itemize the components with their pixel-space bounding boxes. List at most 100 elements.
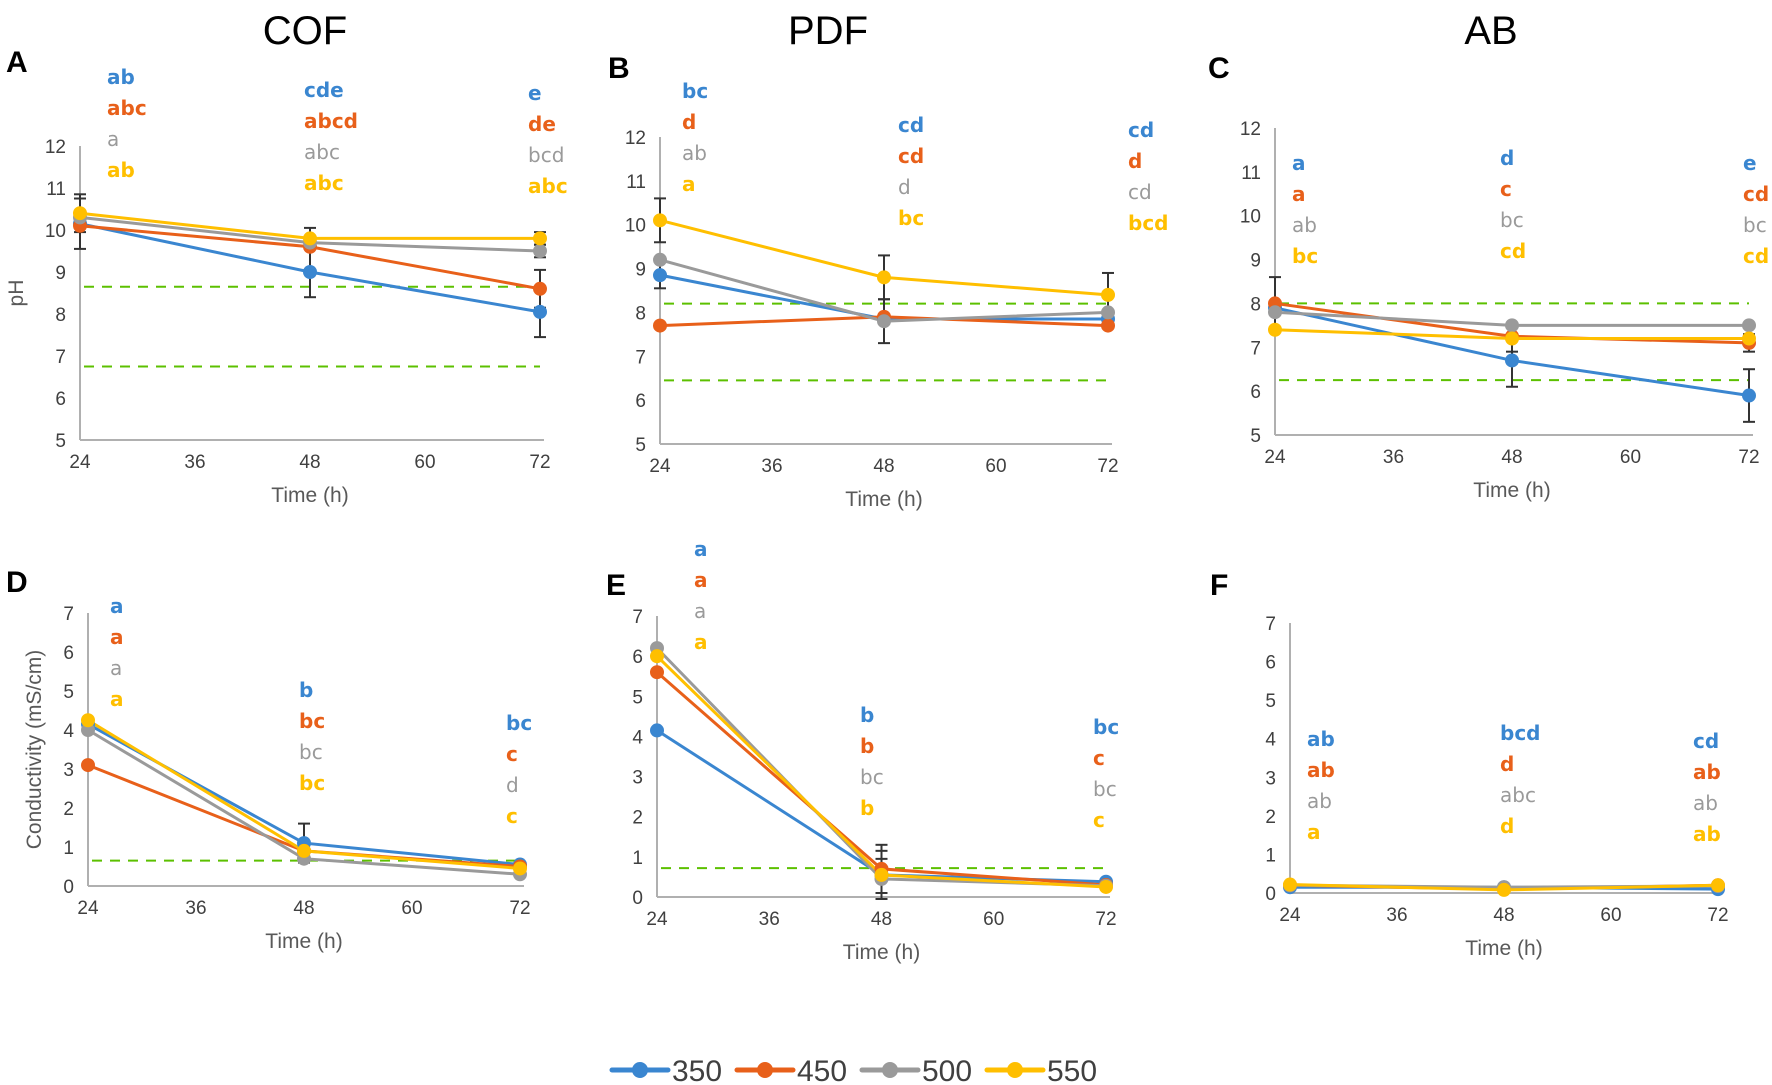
column-title-cof: COF	[263, 9, 347, 53]
y-tick-label: 2	[1265, 807, 1276, 828]
data-point-550	[297, 843, 311, 858]
significance-letter-500: ab	[1693, 791, 1718, 815]
data-point-350	[303, 265, 317, 279]
significance-letter-500: d	[898, 175, 911, 199]
significance-letter-350: cd	[1693, 729, 1719, 753]
x-tick-label: 72	[529, 452, 550, 473]
y-tick-label: 12	[1240, 119, 1261, 140]
y-tick-label: 8	[1250, 294, 1261, 315]
data-point-500	[653, 252, 667, 267]
significance-letter-550: ab	[107, 158, 135, 182]
significance-letter-450: ab	[1693, 760, 1721, 784]
legend-item-350: 350	[609, 1055, 722, 1085]
x-tick-label: 36	[761, 456, 782, 477]
significance-letter-450: bc	[299, 709, 325, 733]
data-point-550	[653, 213, 667, 228]
significance-letter-500: d	[506, 773, 519, 797]
y-tick-label: 10	[1240, 207, 1261, 228]
data-point-350	[1505, 353, 1519, 368]
y-axis-title: Conductivity (mS/cm)	[23, 650, 46, 850]
x-tick-label: 72	[1097, 456, 1118, 477]
data-point-550	[73, 206, 87, 221]
significance-letter-500: ab	[682, 141, 707, 165]
y-tick-label: 4	[632, 727, 643, 748]
panel-c: C 5 6 7 8 9 10 11 12 24 36 48 60 72 Time (h) aa ab bc dc bc…	[1208, 52, 1769, 502]
y-tick-label: 0	[63, 877, 74, 898]
y-tick-label: 11	[626, 172, 646, 193]
significance-letter-500: bc	[860, 765, 884, 789]
panel-letter: B	[608, 52, 630, 85]
significance-letter-450: abcd	[304, 109, 358, 133]
y-tick-label: 8	[635, 303, 646, 324]
data-point-350	[533, 304, 547, 319]
data-point-550	[1497, 882, 1511, 897]
x-tick-label: 36	[759, 909, 780, 930]
significance-letter-500: abc	[1500, 783, 1536, 807]
significance-letter-350: bcd	[1500, 721, 1541, 745]
x-tick-label: 36	[185, 898, 206, 919]
y-tick-label: 1	[1265, 845, 1276, 866]
significance-letter-350: ab	[107, 65, 135, 89]
significance-letter-350: a	[694, 537, 708, 561]
significance-letter-350: e	[528, 81, 542, 105]
y-tick-label: 6	[632, 647, 643, 668]
significance-letter-350: ab	[1307, 727, 1335, 751]
y-tick-label: 3	[63, 760, 74, 781]
significance-letter-450: d	[1500, 752, 1514, 776]
y-tick-label: 12	[45, 137, 66, 158]
significance-letter-350: cd	[1128, 118, 1154, 142]
x-tick-label: 24	[1279, 905, 1301, 926]
significance-letter-550: bc	[898, 206, 924, 230]
x-tick-label: 48	[299, 452, 320, 473]
significance-letter-550: abc	[528, 174, 568, 198]
x-tick-label: 24	[1264, 447, 1286, 468]
significance-letter-350: cde	[304, 78, 344, 102]
y-tick-label: 1	[632, 848, 643, 869]
data-point-550	[874, 867, 889, 882]
significance-letter-350: bc	[506, 711, 532, 735]
y-axis-title: pH	[5, 280, 28, 307]
data-point-350	[1742, 388, 1756, 403]
significance-letter-450: abc	[107, 96, 147, 120]
legend-label: 350	[672, 1055, 722, 1085]
y-tick-label: 7	[55, 347, 66, 368]
y-tick-label: 11	[1241, 163, 1261, 184]
data-point-500	[1505, 318, 1519, 333]
x-tick-label: 48	[871, 909, 892, 930]
significance-letter-550: b	[860, 796, 874, 820]
data-point-450	[1101, 318, 1115, 333]
data-point-550	[303, 231, 317, 246]
significance-letter-450: de	[528, 112, 556, 136]
y-tick-label: 10	[45, 221, 66, 242]
significance-letter-350: b	[299, 678, 313, 702]
significance-letter-550: a	[694, 630, 708, 654]
y-tick-label: 5	[1250, 426, 1261, 447]
significance-letter-450: c	[1500, 177, 1512, 201]
data-point-550	[513, 861, 527, 876]
significance-letter-350: cd	[898, 113, 924, 137]
x-axis-title: Time (h)	[845, 488, 922, 511]
x-tick-label: 72	[509, 898, 530, 919]
legend-marker	[632, 1062, 648, 1078]
y-tick-label: 4	[1265, 730, 1276, 751]
y-tick-label: 8	[55, 305, 66, 326]
data-point-350	[653, 268, 667, 283]
x-tick-label: 60	[414, 452, 435, 473]
y-tick-label: 6	[1250, 382, 1261, 403]
significance-letter-350: bc	[682, 79, 708, 103]
x-tick-label: 60	[985, 456, 1006, 477]
y-tick-label: 3	[632, 768, 643, 789]
data-point-500	[1742, 318, 1756, 333]
x-tick-label: 60	[983, 909, 1004, 930]
x-tick-label: 36	[1383, 447, 1404, 468]
data-point-550	[533, 231, 547, 246]
legend-label: 500	[922, 1055, 972, 1085]
legend: 350 450 500 550	[609, 1055, 1097, 1085]
significance-letter-550: d	[1500, 814, 1514, 838]
significance-letter-500: a	[107, 127, 119, 151]
y-tick-label: 9	[1250, 251, 1261, 272]
y-tick-label: 10	[625, 216, 646, 237]
significance-letter-450: d	[1128, 149, 1142, 173]
